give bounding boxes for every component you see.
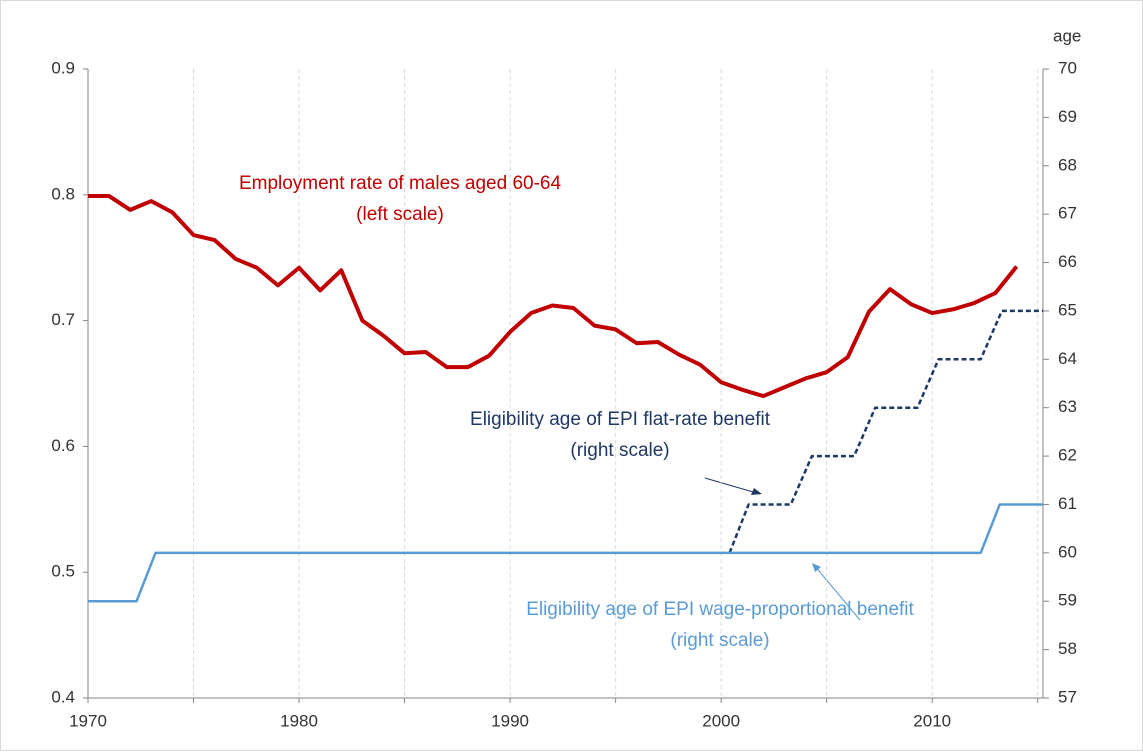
y-tick-label: 0.4 — [51, 687, 75, 706]
y2-axis-label: age — [1053, 26, 1081, 45]
y2-tick-label: 63 — [1058, 397, 1077, 416]
y2-tick-label: 70 — [1058, 58, 1077, 77]
arrow-head — [812, 563, 821, 572]
annotation: Eligibility age of EPI wage-proportional… — [526, 599, 914, 620]
y2-tick-label: 64 — [1058, 349, 1077, 368]
y-tick-label: 0.7 — [51, 310, 75, 329]
annotation: (left scale) — [356, 204, 444, 225]
arrow-head — [751, 488, 762, 495]
y-tick-label: 0.8 — [51, 184, 75, 203]
series-line — [728, 309, 1043, 554]
y-tick-label: 0.6 — [51, 436, 75, 455]
x-tick-label: 1970 — [69, 711, 107, 730]
y2-tick-label: 60 — [1058, 542, 1077, 561]
arrow — [813, 564, 861, 621]
series-line — [88, 503, 1043, 603]
y2-tick-label: 62 — [1058, 446, 1077, 465]
annotation: (right scale) — [570, 440, 669, 461]
y2-tick-label: 69 — [1058, 107, 1077, 126]
y2-tick-label: 58 — [1058, 639, 1077, 658]
y2-tick-label: 65 — [1058, 300, 1077, 319]
y2-tick-label: 57 — [1058, 687, 1077, 706]
y2-tick-label: 59 — [1058, 591, 1077, 610]
annotation: Employment rate of males aged 60-64 — [239, 173, 562, 194]
y2-tick-label: 67 — [1058, 204, 1077, 223]
x-tick-label: 2000 — [702, 711, 740, 730]
x-tick-label: 1980 — [280, 711, 318, 730]
y2-tick-label: 66 — [1058, 252, 1077, 271]
series-line — [88, 194, 1019, 399]
y-tick-label: 0.5 — [51, 562, 75, 581]
y2-tick-label: 61 — [1058, 494, 1077, 513]
x-tick-label: 1990 — [491, 711, 529, 730]
arrow — [704, 477, 761, 495]
y-tick-label: 0.9 — [51, 58, 75, 77]
x-tick-label: 2010 — [913, 711, 951, 730]
annotation: Eligibility age of EPI flat-rate benefit — [470, 409, 771, 430]
y2-tick-label: 68 — [1058, 155, 1077, 174]
annotation: (right scale) — [670, 630, 769, 651]
